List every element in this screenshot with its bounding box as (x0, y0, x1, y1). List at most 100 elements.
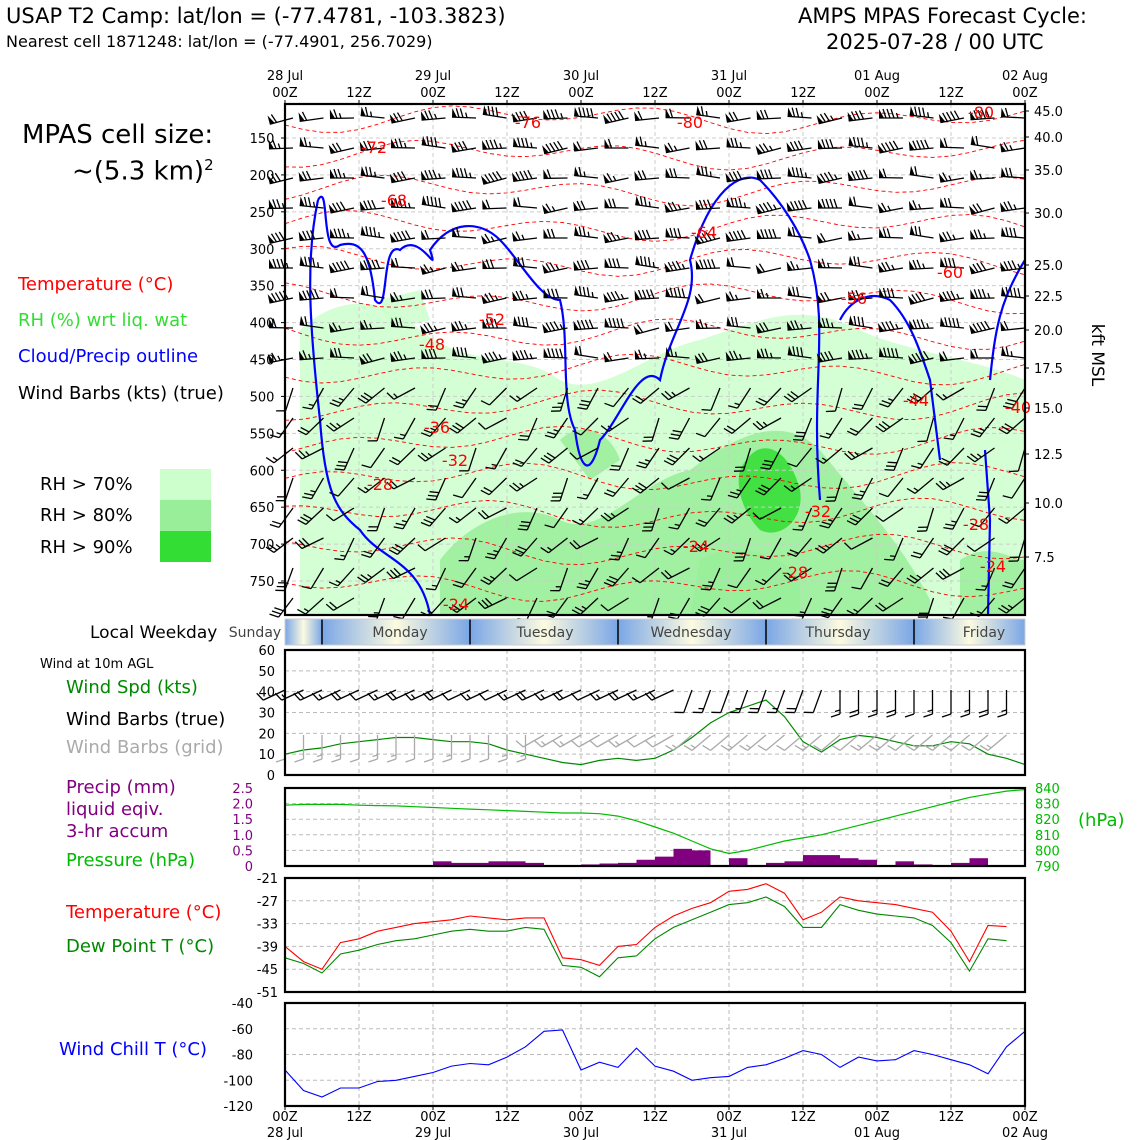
precip-legend-2: liquid eqiv. (66, 799, 163, 820)
wind-barb-upper-air (635, 136, 660, 149)
pressure-tick-label: 450 (250, 354, 275, 369)
precip-bar (673, 848, 692, 866)
barb-full (860, 137, 865, 148)
barb-full (942, 231, 948, 241)
barb-full (697, 353, 704, 363)
barb-full (580, 319, 586, 330)
barb-full (914, 106, 918, 117)
wind-barb-upper-air (701, 387, 721, 411)
wind-barb-upper-air (477, 417, 507, 430)
barb-flag (664, 203, 671, 213)
barb-full (459, 692, 468, 701)
barb-flag (452, 346, 458, 357)
barb-full (428, 405, 438, 408)
barb-full (334, 558, 344, 561)
wind-barb-true (496, 689, 526, 701)
barb-half (891, 264, 895, 270)
barb-staff (360, 293, 385, 299)
barb-full (733, 350, 739, 360)
barb-staff (940, 325, 965, 329)
cell-size-title: MPAS cell size: (22, 120, 214, 150)
top-hour-label: 12Z (494, 86, 520, 101)
barb-flag (360, 225, 366, 236)
barb-half (400, 433, 406, 437)
barb-half (827, 519, 834, 522)
barb-full (432, 169, 438, 179)
barb-full (417, 454, 426, 462)
wind-barb-grid (979, 734, 1007, 751)
wind-barb-true (692, 689, 712, 714)
barb-full (723, 606, 732, 614)
wind-barb-upper-air (550, 567, 569, 592)
barb-flag (574, 226, 580, 236)
barb-staff (909, 327, 934, 330)
barb-full (485, 259, 491, 269)
barb-full (609, 468, 620, 471)
barb-full (527, 169, 533, 179)
barb-full (918, 106, 922, 117)
barb-full (920, 319, 926, 329)
wind-barb-upper-air (752, 507, 782, 520)
barb-full (441, 692, 449, 701)
wind-barb-upper-air (269, 417, 294, 439)
barb-flag (452, 286, 458, 297)
barb-half (317, 262, 320, 268)
wind-barb-upper-air (783, 477, 812, 492)
barb-full (759, 109, 765, 120)
barb-half (494, 295, 499, 301)
barb-full (304, 492, 314, 496)
barb-full (636, 464, 646, 469)
wind-barb-upper-air (569, 447, 599, 460)
bottom-hour-label: 12Z (494, 1110, 520, 1125)
barb-full (949, 111, 956, 121)
wind-barb-true (867, 690, 878, 718)
wind-barb-upper-air (572, 417, 599, 436)
barb-half (698, 455, 704, 460)
barb-staff (695, 207, 721, 210)
temperature-contour (285, 282, 1025, 315)
wind-barb-upper-air (512, 231, 538, 242)
wind-barb-upper-air (393, 417, 416, 440)
barb-half (530, 142, 533, 148)
wind-barb-upper-air (542, 140, 568, 155)
barb-flag (389, 233, 397, 243)
wind-barb-grid (683, 734, 711, 751)
top-hour-label: 12Z (642, 86, 668, 101)
barb-full (515, 459, 525, 464)
barb-full (944, 317, 948, 327)
bottom-date-label: 02 Aug (1002, 1126, 1048, 1140)
barb-staff (484, 689, 508, 701)
barb-staff (612, 477, 629, 497)
barb-full (1002, 584, 1012, 589)
precip-bar (451, 862, 470, 866)
barb-full (825, 318, 830, 328)
wind-barb-upper-air (786, 140, 812, 152)
barb-full (912, 259, 918, 270)
barb-staff (299, 357, 324, 361)
barb-full (760, 484, 770, 490)
barb-full (341, 228, 346, 239)
barb-flag (360, 320, 366, 330)
barb-full (590, 108, 594, 118)
pressure-ytick-label: 820 (1035, 813, 1060, 828)
barb-full (1005, 227, 1009, 237)
barb-half (429, 266, 434, 272)
barb-full (882, 108, 887, 119)
barb-full (606, 292, 613, 302)
barb-half (769, 145, 773, 151)
temperature-contour-label: -28 (782, 563, 808, 582)
barb-full (970, 522, 980, 528)
wind-barb-upper-air (695, 199, 721, 210)
barb-half (942, 393, 948, 399)
barb-full (823, 607, 834, 612)
wind-barb-upper-air (631, 567, 660, 584)
barb-half (831, 322, 834, 328)
wind-barb-upper-air (517, 507, 538, 531)
barb-half (926, 323, 930, 329)
barb-full (677, 228, 682, 238)
barb-staff (330, 207, 355, 214)
barb-full (820, 352, 826, 362)
barb-full (576, 260, 582, 270)
wind-barb-true (515, 689, 545, 701)
temp-ytick-label: -51 (257, 986, 278, 1001)
